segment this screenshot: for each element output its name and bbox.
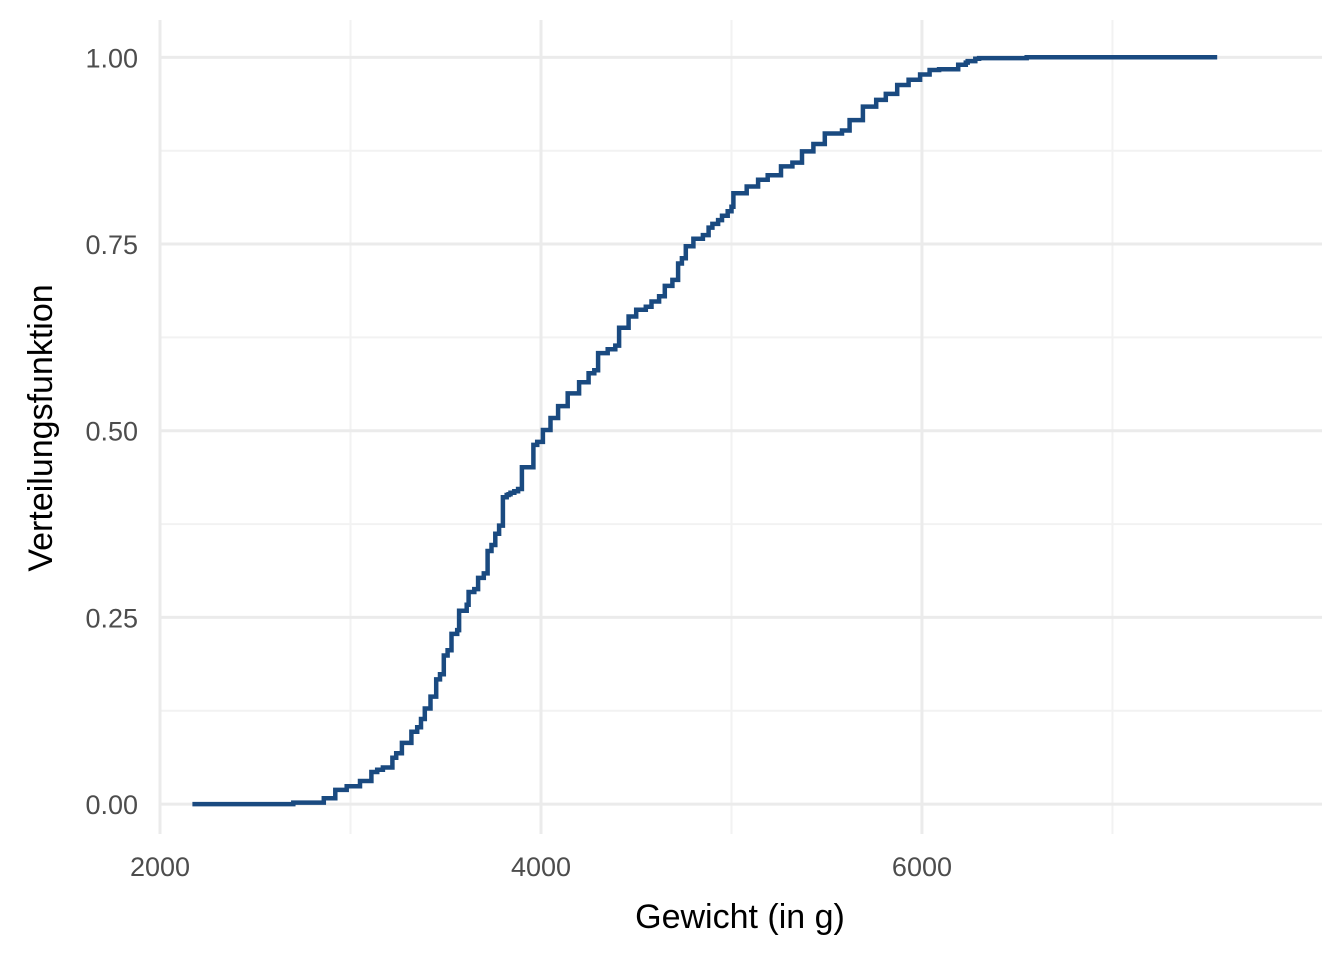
ecdf-step-line — [192, 55, 1218, 807]
x-tick-label: 4000 — [511, 852, 571, 882]
y-tick-label: 0.00 — [85, 790, 138, 820]
series — [192, 55, 1218, 807]
x-tick-label: 6000 — [892, 852, 952, 882]
grid — [158, 20, 1322, 834]
y-axis-title: Verteilungsfunktion — [22, 284, 60, 571]
y-tick-label: 1.00 — [85, 43, 138, 73]
x-tick-label: 2000 — [130, 852, 190, 882]
y-axis-ticks: 0.00 0.25 0.50 0.75 1.00 — [85, 43, 138, 820]
y-tick-label: 0.75 — [85, 230, 138, 260]
x-axis-title: Gewicht (in g) — [635, 898, 845, 936]
y-tick-label: 0.50 — [85, 417, 138, 447]
x-axis-ticks: 2000 4000 6000 — [130, 852, 952, 882]
y-tick-label: 0.25 — [85, 603, 138, 633]
